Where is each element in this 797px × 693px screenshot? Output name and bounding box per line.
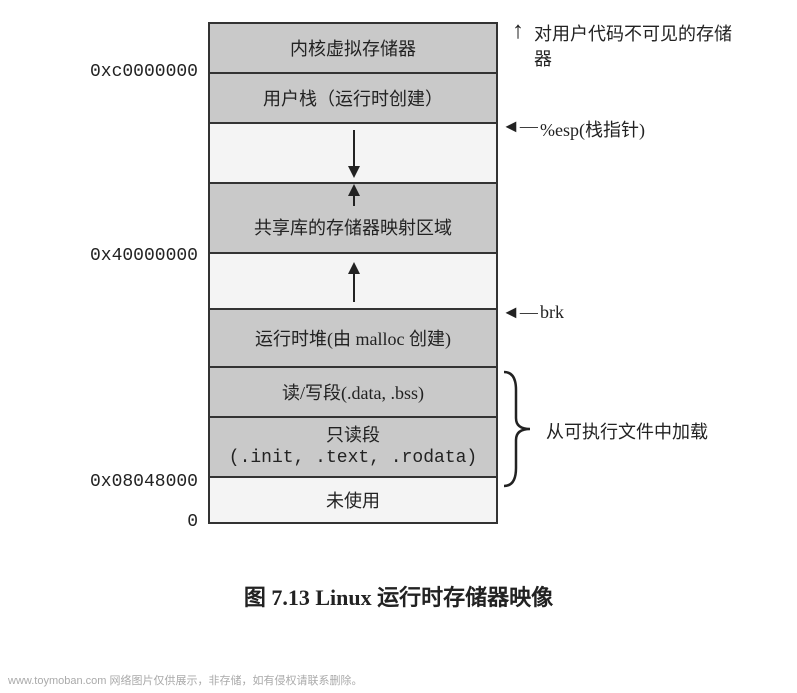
addr-text-base: 0x08048000 (58, 472, 198, 492)
seg-heap: 运行时堆(由 malloc 创建) (210, 310, 496, 368)
seg-ro-label2: (.init, .text, .rodata) (229, 447, 477, 470)
memory-stack: 内核虚拟存储器 用户栈（运行时创建） 共享库的存储器映射区域 运行时堆(由 ma… (208, 22, 498, 524)
loaded-brace-icon (500, 370, 540, 488)
esp-pointer-icon: ◄— (502, 116, 538, 137)
label-invisible: 对用户代码不可见的存储器 (534, 22, 734, 72)
stack-grow-arrow (348, 166, 360, 178)
seg-ro-label1: 只读段 (326, 424, 380, 447)
addr-mmap-base: 0x40000000 (58, 246, 198, 266)
seg-unused: 未使用 (210, 478, 496, 522)
addr-kernel-base: 0xc0000000 (58, 62, 198, 82)
heap-grow-arrow (348, 262, 360, 274)
figure-caption: 图 7.13 Linux 运行时存储器映像 (0, 580, 797, 612)
mmap-arrow-up (348, 184, 360, 196)
seg-gap1 (210, 124, 496, 184)
seg-mmap: 共享库的存储器映射区域 (210, 184, 496, 254)
label-loaded: 从可执行文件中加载 (546, 418, 708, 444)
top-up-arrow-icon: ↑ (512, 18, 524, 45)
seg-ro: 只读段 (.init, .text, .rodata) (210, 418, 496, 478)
seg-gap2 (210, 254, 496, 310)
memory-map-diagram: 内核虚拟存储器 用户栈（运行时创建） 共享库的存储器映射区域 运行时堆(由 ma… (0, 0, 797, 693)
seg-user-stack: 用户栈（运行时创建） (210, 74, 496, 124)
label-brk: brk (540, 302, 564, 323)
stack-grow-shaft (353, 130, 355, 168)
seg-unused-label: 未使用 (326, 487, 380, 513)
label-esp: %esp(栈指针) (540, 116, 645, 142)
seg-kernel: 内核虚拟存储器 (210, 24, 496, 74)
seg-rw: 读/写段(.data, .bss) (210, 368, 496, 418)
seg-kernel-label: 内核虚拟存储器 (290, 35, 416, 61)
watermark-text: www.toymoban.com 网络图片仅供展示，非存储，如有侵权请联系删除。 (8, 672, 362, 688)
addr-zero: 0 (58, 512, 198, 532)
heap-grow-shaft (353, 272, 355, 302)
seg-mmap-label: 共享库的存储器映射区域 (254, 214, 452, 240)
seg-heap-label: 运行时堆(由 malloc 创建) (255, 325, 451, 351)
seg-rw-label: 读/写段(.data, .bss) (282, 379, 424, 405)
seg-user-stack-label: 用户栈（运行时创建） (263, 85, 443, 111)
brk-pointer-icon: ◄— (502, 302, 538, 323)
